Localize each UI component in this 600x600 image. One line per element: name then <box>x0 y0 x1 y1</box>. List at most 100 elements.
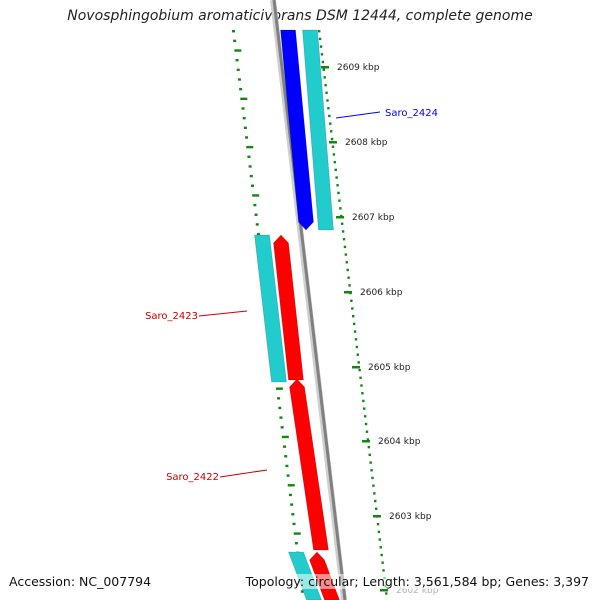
scale-dot <box>365 430 369 433</box>
scale-tick <box>362 440 370 443</box>
scale-dot-track <box>318 30 388 595</box>
scale-dot <box>360 384 363 387</box>
scale-dot <box>357 361 360 364</box>
scale-dot <box>356 353 359 356</box>
gc-dot <box>240 97 248 101</box>
scale-dot <box>344 253 348 256</box>
scale-dot <box>338 199 341 202</box>
scale-dot <box>318 37 322 41</box>
scale-dot <box>332 153 336 156</box>
gene-label[interactable]: Saro_2423 <box>145 311 198 322</box>
scale-dot <box>342 237 346 241</box>
scale-dot <box>363 415 367 418</box>
scale-dot <box>329 122 332 125</box>
gc-dot <box>250 184 254 187</box>
gc-dot <box>232 30 235 33</box>
gc-dot <box>254 213 258 216</box>
scale-dot <box>376 522 380 526</box>
gc-dot <box>252 194 260 197</box>
gene-saro-2423[interactable] <box>273 234 304 381</box>
scale-tick <box>352 366 360 369</box>
scale-tick-label: 2602 kbp <box>396 586 439 596</box>
scale-tick-label: 2603 kbp <box>389 512 432 522</box>
scale-dot <box>319 45 323 48</box>
scale-tick <box>373 515 381 518</box>
scale-dot <box>328 114 331 118</box>
scale-tick-label: 2608 kbp <box>345 138 388 148</box>
gc-dot <box>233 39 237 43</box>
gc-dot <box>275 387 283 390</box>
gene-saro-2422[interactable] <box>289 378 329 551</box>
gc-dot <box>255 223 259 226</box>
scale-dot <box>322 68 325 71</box>
gc-dot <box>245 136 249 139</box>
scale-dot <box>354 338 358 341</box>
scale-dot <box>334 168 337 172</box>
scale-tick-label: 2605 kbp <box>368 363 411 373</box>
gene-labels[interactable]: Saro_2424 Saro_2423 Saro_2422 <box>145 108 438 483</box>
scale-dot <box>346 268 349 272</box>
scale-dot <box>320 53 324 56</box>
scale-dot <box>363 407 366 410</box>
cds-bar[interactable] <box>254 234 287 383</box>
scale-tick <box>336 216 344 219</box>
scale-dot <box>339 207 342 210</box>
scale-dot <box>358 368 361 372</box>
scale-dot <box>323 76 326 79</box>
scale-dot <box>359 376 362 380</box>
gc-dot <box>280 426 284 429</box>
accession-label: Accession: NC_007794 <box>9 574 152 589</box>
gc-dot <box>278 406 282 410</box>
scale-dot <box>352 322 356 326</box>
scale-dot <box>335 176 338 179</box>
scale-dot <box>318 30 321 33</box>
scale-dot <box>329 130 333 133</box>
scale-dot <box>374 499 377 503</box>
scale-dot <box>324 83 327 87</box>
gene-label[interactable]: Saro_2424 <box>385 108 438 119</box>
scale-dot <box>369 461 372 464</box>
gc-dot <box>291 513 295 516</box>
scale-dot <box>355 345 359 349</box>
scale-dot <box>326 99 329 102</box>
gc-dot <box>249 174 253 178</box>
scale-dot <box>347 276 350 279</box>
scale-dot <box>381 561 384 564</box>
scale-dot <box>378 538 382 541</box>
gc-dot <box>293 532 301 535</box>
gene-saro-2424[interactable] <box>280 29 314 231</box>
gene-label[interactable]: Saro_2422 <box>166 472 219 483</box>
gc-dot <box>290 503 294 506</box>
gene-label-line <box>219 469 268 478</box>
gc-dot <box>235 58 239 62</box>
gc-dot <box>239 87 243 91</box>
scale-dot <box>370 469 373 472</box>
scale-dot <box>379 546 382 549</box>
feature-track[interactable] <box>254 29 340 600</box>
scale-tick-label: 2604 kbp <box>378 437 421 447</box>
scale-dot <box>345 261 348 264</box>
scale-dot <box>321 60 325 64</box>
scale-dot <box>371 476 374 480</box>
scale-dot <box>330 137 334 141</box>
scale-dot <box>385 592 388 595</box>
scale-tick <box>344 291 352 294</box>
gc-dot <box>248 165 252 168</box>
gc-dot <box>253 203 257 207</box>
gc-dot <box>277 397 281 400</box>
gc-dot <box>281 435 289 439</box>
gc-dot <box>288 493 292 497</box>
scale-dot <box>374 507 378 510</box>
scale-tick <box>329 141 337 144</box>
gc-dot <box>246 145 254 149</box>
gc-dot <box>241 107 245 110</box>
scale-tick <box>321 66 329 69</box>
backbone-track <box>270 0 347 600</box>
cds-bar[interactable] <box>302 29 334 231</box>
gc-dot <box>300 590 304 593</box>
scale-dot <box>348 284 351 287</box>
scale-dot <box>340 222 344 225</box>
scale-tick-label: 2607 kbp <box>352 213 395 223</box>
gc-dot <box>242 116 246 120</box>
